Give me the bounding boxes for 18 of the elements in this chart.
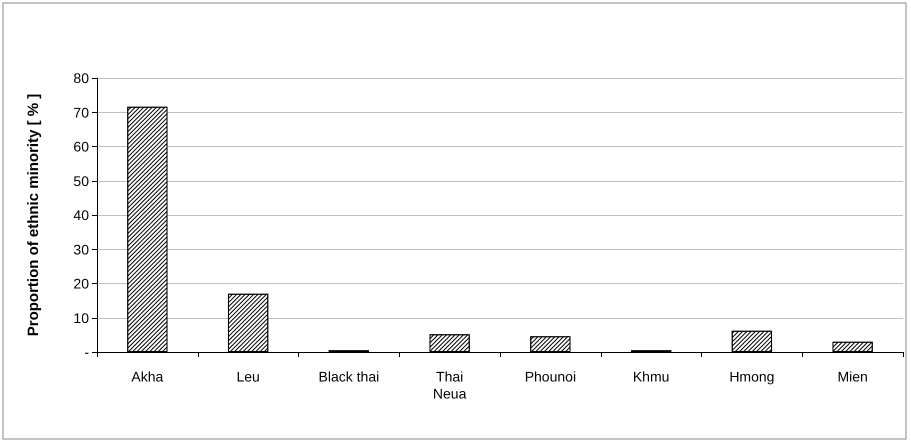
y-tick-label: 80 <box>73 70 90 86</box>
x-tick-label: Mien <box>837 368 868 384</box>
x-tick-label: Leu <box>236 368 260 384</box>
y-tick-label: 10 <box>73 310 90 326</box>
x-tick-label: Phounoi <box>524 368 576 384</box>
x-tick-label: Thai Neua <box>432 368 467 402</box>
x-tick-label: Black thai <box>318 368 380 384</box>
x-tick-label: Akha <box>131 368 164 384</box>
y-tick-label: 30 <box>73 241 90 258</box>
y-tick-label: 50 <box>73 172 90 189</box>
y-axis-title: Proportion of ethnic minority [ % ] <box>25 94 42 336</box>
y-tick-label: 60 <box>73 138 90 154</box>
y-tick-label: 20 <box>73 276 90 292</box>
y-tick-label: 40 <box>73 207 90 223</box>
y-tick-label: 70 <box>73 104 90 120</box>
y-tick-label: - <box>84 344 90 360</box>
x-tick-label: Hmong <box>729 368 774 384</box>
x-tick-label: Khmu <box>632 368 670 384</box>
